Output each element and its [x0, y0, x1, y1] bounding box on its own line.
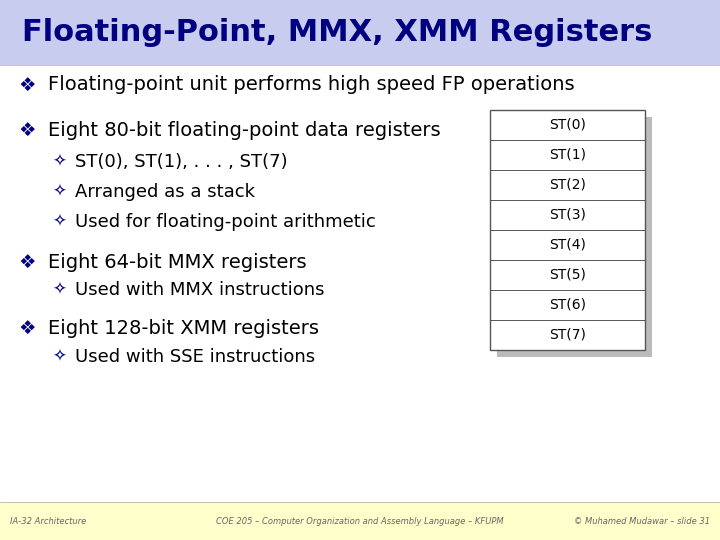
- Bar: [0, 502, 720, 540]
- Text: Arranged as a stack: Arranged as a stack: [75, 183, 255, 201]
- Text: © Muhamed Mudawar – slide 31: © Muhamed Mudawar – slide 31: [574, 516, 710, 525]
- Text: ❖: ❖: [18, 76, 35, 94]
- Text: ST(0): ST(0): [549, 118, 586, 132]
- Text: Eight 64-bit MMX registers: Eight 64-bit MMX registers: [48, 253, 307, 272]
- Text: ❖: ❖: [18, 120, 35, 139]
- Text: Floating-Point, MMX, XMM Registers: Floating-Point, MMX, XMM Registers: [22, 18, 652, 47]
- Bar: [490, 110, 645, 350]
- Text: Used with MMX instructions: Used with MMX instructions: [75, 281, 325, 299]
- Text: Eight 128-bit XMM registers: Eight 128-bit XMM registers: [48, 319, 319, 338]
- Text: Used with SSE instructions: Used with SSE instructions: [75, 348, 315, 366]
- Text: ✧: ✧: [52, 213, 66, 231]
- Text: COE 205 – Computer Organization and Assembly Language – KFUPM: COE 205 – Computer Organization and Asse…: [216, 516, 504, 525]
- Text: Eight 80-bit floating-point data registers: Eight 80-bit floating-point data registe…: [48, 120, 441, 139]
- Text: ❖: ❖: [18, 253, 35, 272]
- Text: ✧: ✧: [52, 348, 66, 366]
- Text: ST(6): ST(6): [549, 298, 586, 312]
- Text: ❖: ❖: [18, 319, 35, 338]
- Bar: [0, 0, 720, 65]
- Text: ST(1): ST(1): [549, 148, 586, 162]
- Text: ST(4): ST(4): [549, 238, 586, 252]
- Text: ST(0), ST(1), . . . , ST(7): ST(0), ST(1), . . . , ST(7): [75, 153, 287, 171]
- Text: ST(7): ST(7): [549, 328, 586, 342]
- Text: ST(5): ST(5): [549, 268, 586, 282]
- Text: Used for floating-point arithmetic: Used for floating-point arithmetic: [75, 213, 376, 231]
- Text: ✧: ✧: [52, 183, 66, 201]
- Text: ST(3): ST(3): [549, 208, 586, 222]
- Text: ST(2): ST(2): [549, 178, 586, 192]
- Text: ✧: ✧: [52, 281, 66, 299]
- Text: Floating-point unit performs high speed FP operations: Floating-point unit performs high speed …: [48, 76, 575, 94]
- Bar: [497, 117, 652, 357]
- Text: ✧: ✧: [52, 153, 66, 171]
- Text: IA-32 Architecture: IA-32 Architecture: [10, 516, 86, 525]
